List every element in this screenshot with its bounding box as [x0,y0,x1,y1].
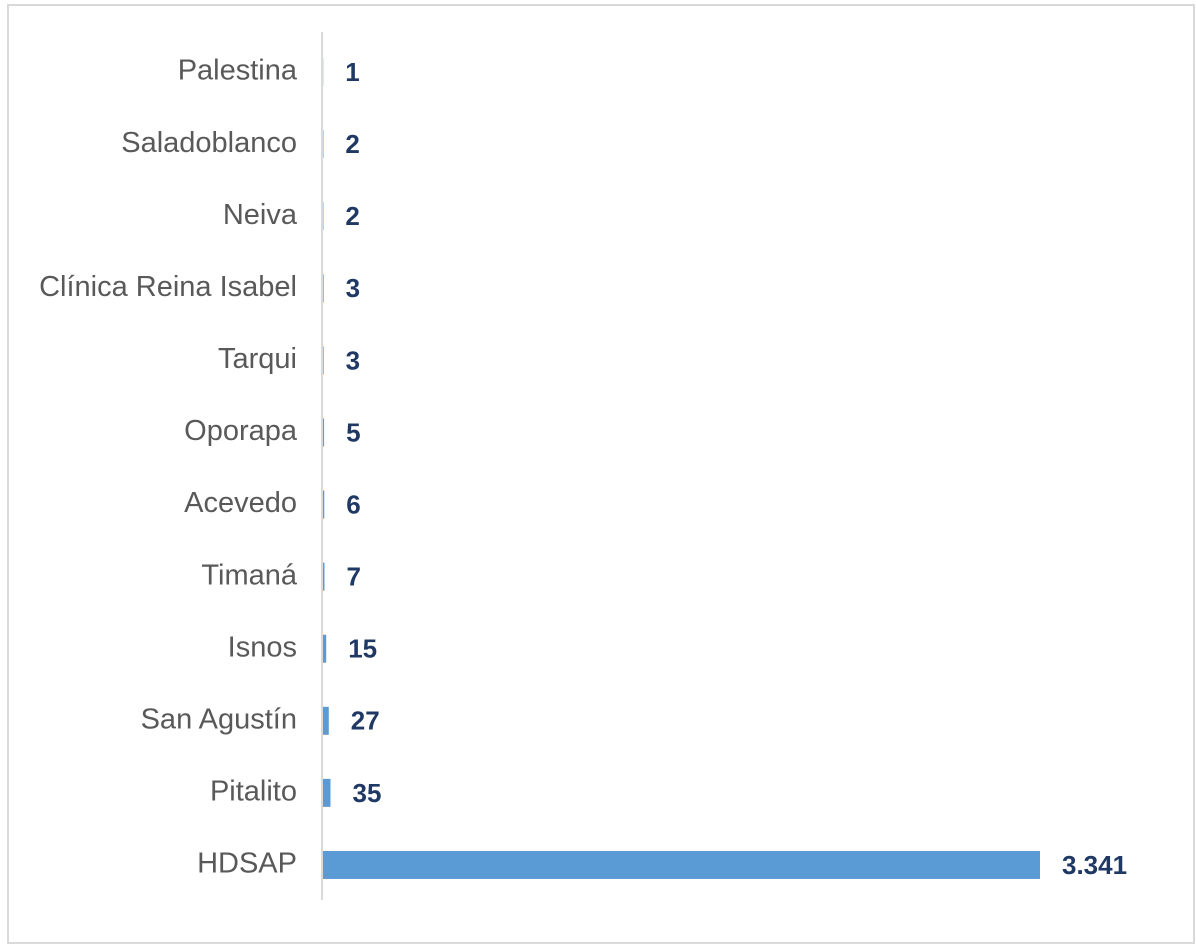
chart-frame [7,4,1195,944]
value-label: 6 [346,489,360,519]
category-label: Oporapa [184,415,298,447]
category-label: Pitalito [210,776,297,808]
bar [323,274,324,303]
value-label: 2 [345,129,359,159]
category-label: Palestina [178,55,298,87]
value-label: 2 [345,201,359,231]
value-label: 5 [346,417,360,447]
value-label: 7 [347,562,361,592]
value-label: 35 [353,778,382,808]
category-label: Isnos [228,631,297,663]
value-label: 15 [348,634,377,664]
value-label: 27 [351,706,380,736]
bar [323,490,325,519]
bar [323,562,325,591]
bar [323,634,327,663]
category-label: HDSAP [197,848,297,880]
category-label: Tarqui [218,343,297,375]
category-label: Saladoblanco [121,127,297,159]
bar [323,418,325,447]
value-label: 1 [345,57,359,87]
bar [323,346,324,375]
category-label: Clínica Reina Isabel [39,271,297,303]
value-label: 3.341 [1062,850,1127,880]
category-label: San Agustín [141,703,297,735]
category-label: Neiva [223,199,298,231]
value-label: 3 [346,345,360,375]
bar [323,778,331,807]
value-label: 3 [346,273,360,303]
bar [323,706,329,735]
category-label: Acevedo [184,487,297,519]
bar [323,850,1040,879]
category-label: Timaná [201,559,297,591]
